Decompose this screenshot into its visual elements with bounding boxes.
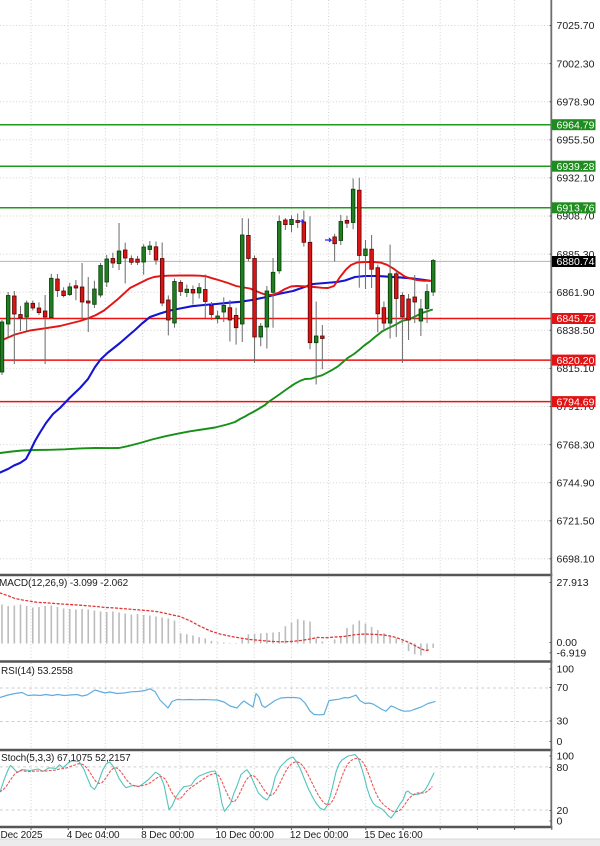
svg-text:15 Dec 16:00: 15 Dec 16:00 <box>364 830 423 841</box>
svg-text:6978.90: 6978.90 <box>557 96 595 108</box>
svg-text:6838.50: 6838.50 <box>557 325 595 337</box>
svg-text:27.913: 27.913 <box>557 577 589 589</box>
svg-text:100: 100 <box>557 664 575 676</box>
svg-text:4 Dec 04:00: 4 Dec 04:00 <box>67 830 120 841</box>
svg-text:6721.50: 6721.50 <box>557 516 595 528</box>
svg-text:8 Dec 00:00: 8 Dec 00:00 <box>141 830 194 841</box>
svg-text:0: 0 <box>557 736 563 748</box>
svg-text:6939.28: 6939.28 <box>557 161 595 173</box>
svg-text:70: 70 <box>557 682 569 694</box>
svg-text:6932.10: 6932.10 <box>557 173 595 185</box>
svg-text:20: 20 <box>557 805 569 817</box>
svg-text:-6.919: -6.919 <box>557 648 587 660</box>
svg-text:6880.74: 6880.74 <box>557 256 595 268</box>
svg-text:12 Dec 00:00: 12 Dec 00:00 <box>290 830 349 841</box>
svg-text:30: 30 <box>557 716 569 728</box>
svg-text:6955.50: 6955.50 <box>557 135 595 147</box>
svg-text:0: 0 <box>557 816 563 828</box>
svg-text:MACD(12,26,9) -3.099 -2.062: MACD(12,26,9) -3.099 -2.062 <box>0 578 129 589</box>
svg-text:2 Dec 2025: 2 Dec 2025 <box>0 830 43 841</box>
svg-text:6845.72: 6845.72 <box>557 313 595 325</box>
svg-text:80: 80 <box>557 762 569 774</box>
svg-text:6794.69: 6794.69 <box>557 396 595 408</box>
svg-text:10 Dec 00:00: 10 Dec 00:00 <box>216 830 275 841</box>
svg-text:6964.79: 6964.79 <box>557 119 595 131</box>
svg-text:0.00: 0.00 <box>557 637 578 649</box>
svg-text:6861.90: 6861.90 <box>557 287 595 299</box>
svg-text:6698.10: 6698.10 <box>557 554 595 566</box>
svg-text:6768.30: 6768.30 <box>557 439 595 451</box>
svg-text:6815.10: 6815.10 <box>557 363 595 375</box>
svg-text:RSI(14) 53.2558: RSI(14) 53.2558 <box>1 666 73 677</box>
svg-text:Stoch(5,3,3) 67,1075 52,2157: Stoch(5,3,3) 67,1075 52,2157 <box>1 753 131 764</box>
svg-text:6820.20: 6820.20 <box>557 355 595 367</box>
svg-text:100: 100 <box>557 751 575 763</box>
svg-text:7025.70: 7025.70 <box>557 20 595 32</box>
svg-text:6744.90: 6744.90 <box>557 477 595 489</box>
svg-text:6908.70: 6908.70 <box>557 211 595 223</box>
svg-text:7002.30: 7002.30 <box>557 58 595 70</box>
svg-text:6913.76: 6913.76 <box>557 203 595 215</box>
